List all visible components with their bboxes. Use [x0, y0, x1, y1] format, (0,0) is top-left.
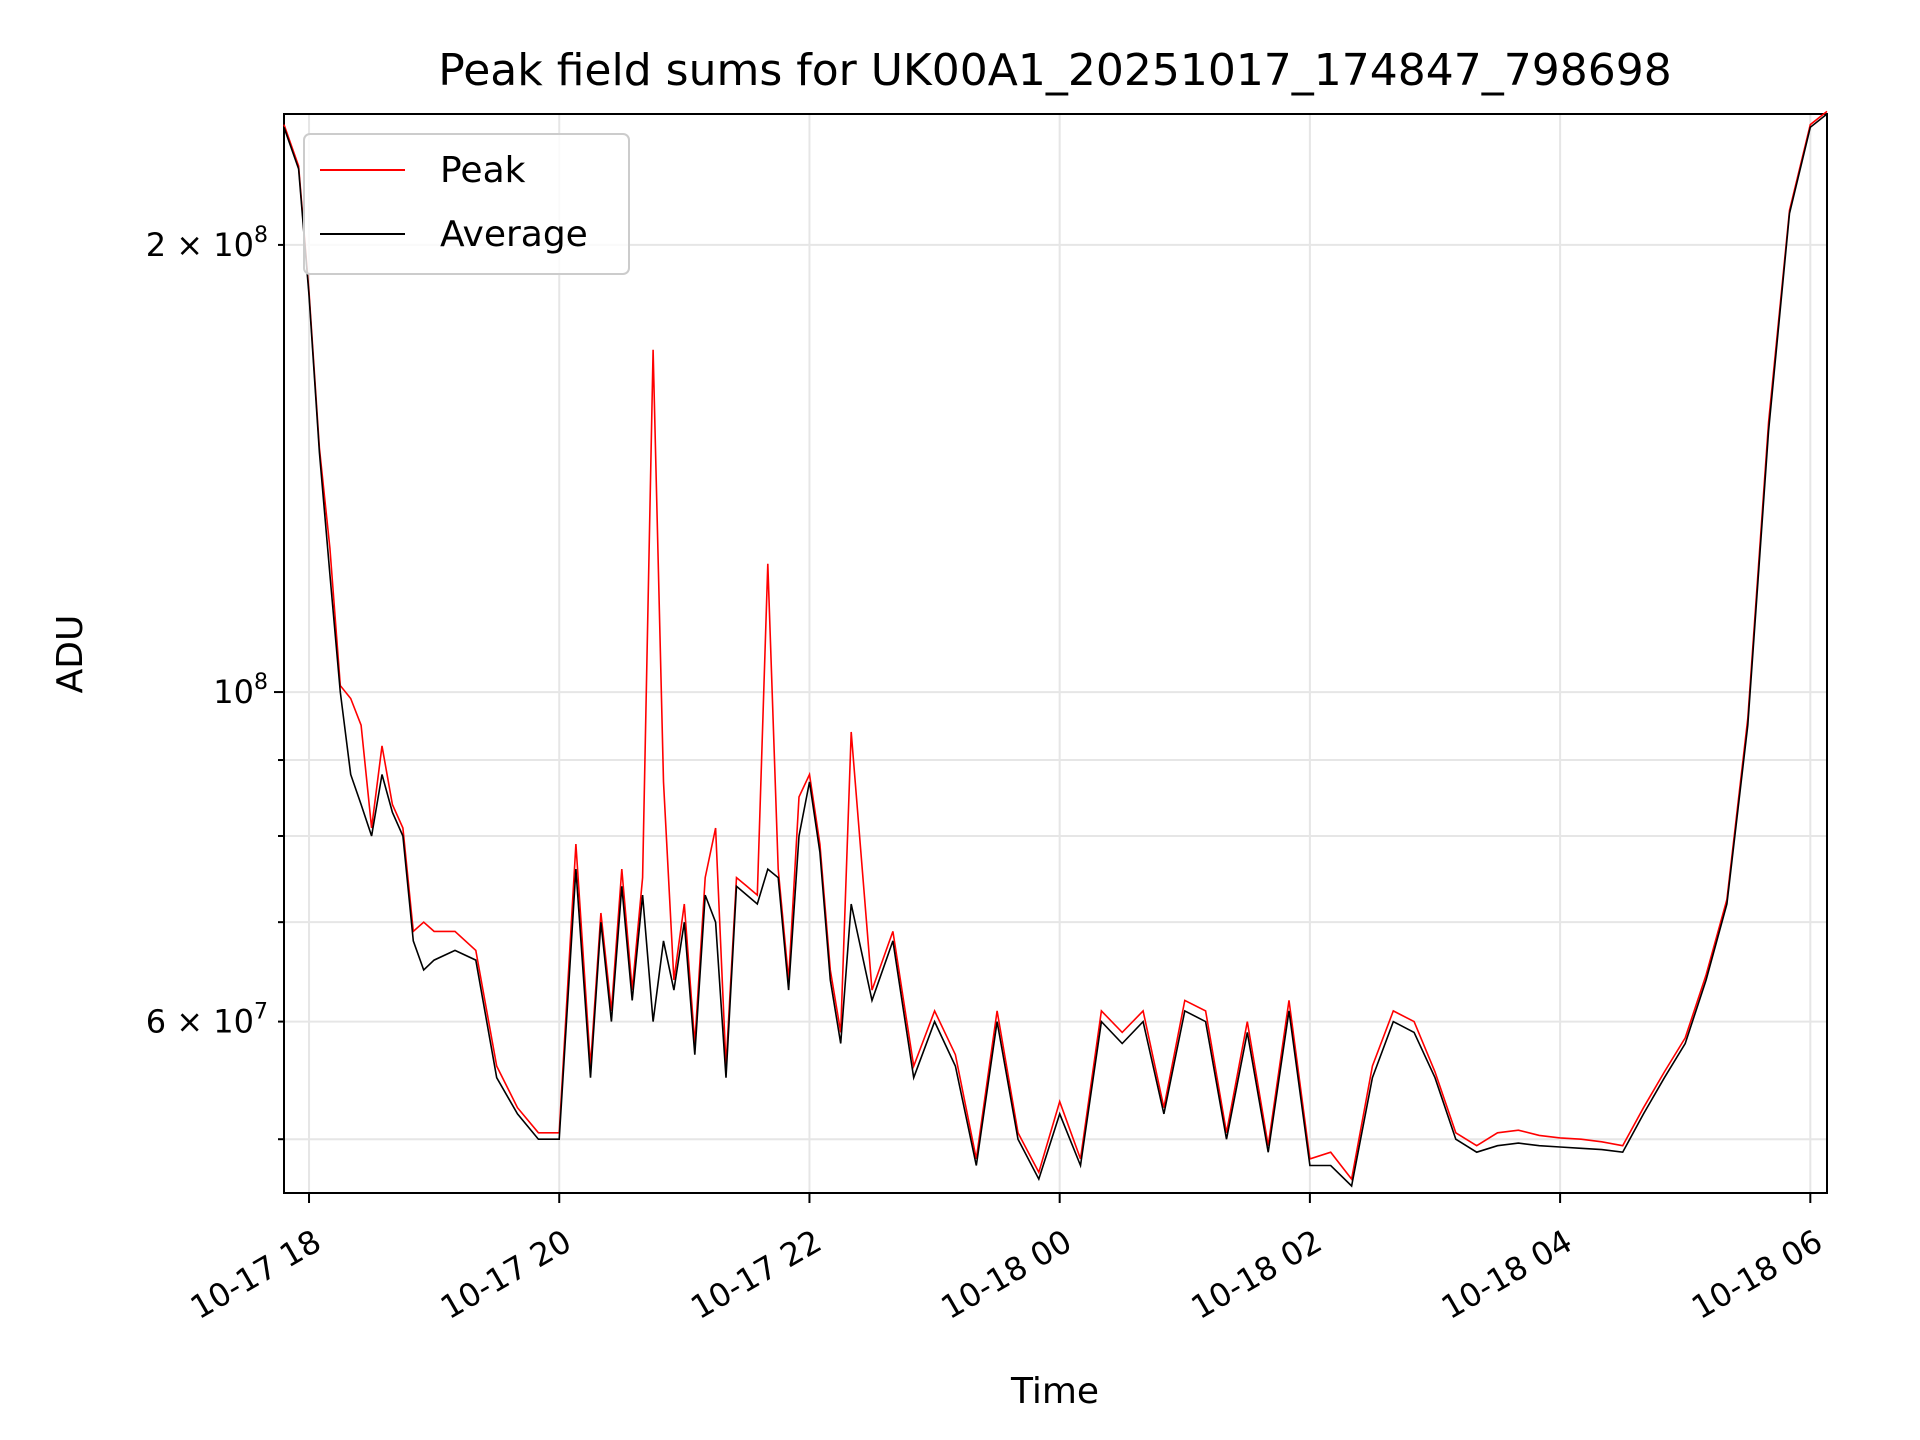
legend-label-average: Average — [440, 214, 588, 255]
y-axis-ticks: 108 6 × 107 2 × 108 — [146, 223, 284, 1141]
series-line-average — [283, 113, 1828, 1188]
x-tick-label: 10-17 20 — [434, 1222, 578, 1327]
x-tick-label: 10-17 22 — [684, 1222, 828, 1327]
y-tick-label: 2 × 108 — [146, 223, 268, 264]
series-line-peak — [283, 110, 1828, 1182]
x-tick-label: 10-17 18 — [184, 1222, 328, 1327]
grid — [284, 114, 1827, 1193]
x-axis-label: Time — [1010, 1371, 1099, 1412]
plot-frame — [283, 113, 1828, 1194]
legend-label-peak: Peak — [440, 150, 526, 191]
y-tick-label: 108 — [213, 670, 268, 711]
y-tick-label: 6 × 107 — [146, 1000, 268, 1041]
x-tick-label: 10-18 02 — [1185, 1222, 1329, 1327]
series-layer — [283, 110, 1828, 1188]
legend: Peak Average — [303, 133, 630, 275]
chart-title: Peak field sums for UK00A1_20251017_1748… — [438, 45, 1671, 96]
y-axis-label: ADU — [50, 615, 91, 694]
x-tick-label: 10-18 04 — [1435, 1222, 1579, 1327]
x-tick-label: 10-18 00 — [934, 1222, 1078, 1327]
x-tick-label: 10-18 06 — [1685, 1222, 1829, 1327]
x-axis-ticks: 10-17 18 10-17 20 10-17 22 10-18 00 10-18 02… — [184, 1193, 1829, 1327]
